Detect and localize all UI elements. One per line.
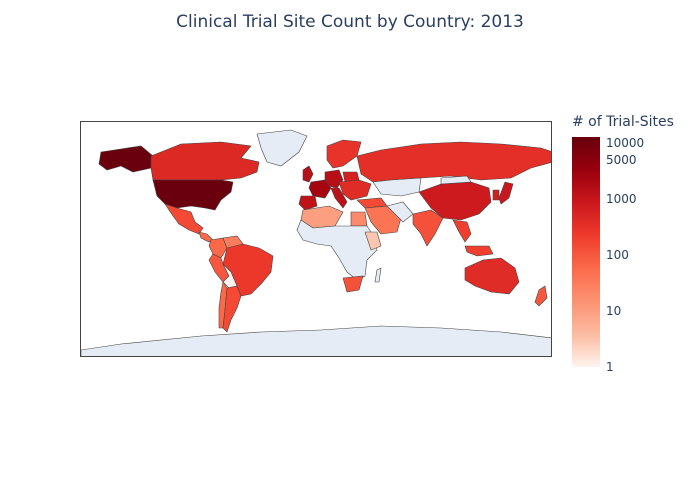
country-east-africa[interactable]	[364, 231, 382, 251]
colorbar-tick-label: 1000	[606, 192, 637, 207]
madagascar[interactable]	[374, 267, 382, 283]
world-map-svg	[81, 129, 552, 357]
colorbar-tick-label: 5000	[606, 153, 637, 168]
colorbar-tick-label: 1	[606, 360, 614, 374]
country-india[interactable]	[412, 209, 444, 247]
colorbar-tick-label: 10	[606, 304, 622, 319]
choropleth-map[interactable]	[80, 121, 552, 357]
country-uk[interactable]	[302, 165, 314, 183]
colorbar-title: # of Trial-Sites	[572, 114, 674, 130]
country-south-africa[interactable]	[342, 275, 364, 293]
country-scandinavia[interactable]	[326, 139, 362, 169]
antarctica[interactable]	[81, 325, 552, 357]
country-usa[interactable]	[152, 179, 234, 211]
country-australia[interactable]	[464, 257, 520, 295]
country-spain[interactable]	[298, 195, 318, 211]
country-canada[interactable]	[150, 141, 260, 181]
country-egypt[interactable]	[350, 211, 368, 227]
country-eastern-europe[interactable]	[338, 179, 372, 201]
country-korea[interactable]	[492, 189, 500, 201]
country-alaska[interactable]	[98, 145, 154, 173]
country-mexico[interactable]	[164, 203, 204, 235]
country-russia[interactable]	[356, 141, 552, 183]
country-japan[interactable]	[498, 181, 514, 205]
colorbar-tick-label: 10000	[606, 136, 645, 151]
region-central-africa[interactable]	[296, 219, 378, 281]
map-title: Clinical Trial Site Count by Country: 20…	[176, 12, 524, 32]
country-southeast-asia[interactable]	[452, 219, 494, 257]
colorbar	[572, 137, 600, 367]
country-argentina[interactable]	[222, 285, 242, 333]
country-iran[interactable]	[386, 201, 414, 223]
country-new-zealand[interactable]	[534, 285, 548, 307]
country-italy[interactable]	[330, 187, 348, 209]
greenland[interactable]	[256, 129, 308, 167]
colorbar-tick-label: 100	[606, 248, 629, 263]
country-mongolia[interactable]	[440, 175, 472, 185]
